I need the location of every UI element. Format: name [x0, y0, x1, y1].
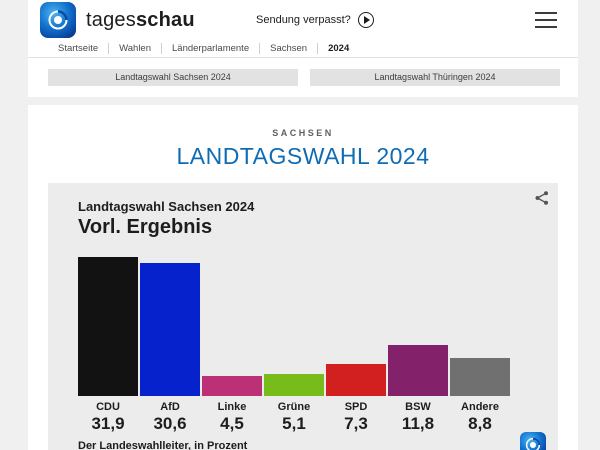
election-chart-panel: Landtagswahl Sachsen 2024 Vorl. Ergebnis… [48, 183, 558, 450]
tab-landtagswahl-sachsen[interactable]: Landtagswahl Sachsen 2024 [48, 69, 298, 86]
page-title: LANDTAGSWAHL 2024 [176, 143, 430, 169]
chart-source: Der Landeswahlleiter, in Prozent [78, 440, 248, 450]
bar-category-label: Linke [217, 401, 247, 413]
bar-Grüne[interactable] [264, 374, 324, 396]
bar-column-Andere: Andere 8,8 [450, 358, 510, 434]
breadcrumb-wahlen[interactable]: Wahlen [108, 43, 161, 54]
sendung-verpasst-link[interactable]: Sendung verpasst? [256, 0, 374, 40]
bar-value-label: 4,5 [220, 414, 244, 433]
bar-value-label: 8,8 [468, 414, 492, 433]
header: tagesschau Sendung verpasst? Startseite … [28, 0, 578, 97]
breadcrumb-2024[interactable]: 2024 [317, 43, 359, 54]
bar-column-AfD: AfD 30,6 [140, 263, 200, 434]
subnav: Landtagswahl Sachsen 2024 Landtagswahl T… [28, 58, 578, 97]
menu-icon[interactable] [535, 12, 557, 28]
share-icon[interactable] [534, 190, 550, 206]
tab-landtagswahl-thueringen[interactable]: Landtagswahl Thüringen 2024 [310, 69, 560, 86]
bar-column-Linke: Linke 4,5 [202, 376, 262, 434]
header-top-row: tagesschau Sendung verpasst? [28, 0, 578, 40]
bar-column-CDU: CDU 31,9 [78, 257, 138, 434]
breadcrumb-laenderparlamente[interactable]: Länderparlamente [161, 43, 259, 54]
bar-category-label: AfD [160, 401, 180, 413]
bar-value-label: 11,8 [401, 414, 435, 433]
chart-title: Landtagswahl Sachsen 2024 [78, 199, 255, 214]
breadcrumb: Startseite Wahlen Länderparlamente Sachs… [28, 40, 578, 58]
main-content: SACHSEN LANDTAGSWAHL 2024 Landtagswahl S… [28, 105, 578, 450]
brand-suffix: schau [135, 9, 195, 31]
breadcrumb-startseite[interactable]: Startseite [58, 43, 99, 54]
bar-category-label: CDU [96, 401, 120, 413]
bar-value-label: 5,1 [282, 414, 306, 433]
bar-Linke[interactable] [202, 376, 262, 396]
bar-category-label: SPD [344, 401, 368, 413]
section-kicker: SACHSEN [272, 128, 334, 138]
tagesschau-watermark-icon [520, 432, 546, 450]
bar-CDU[interactable] [78, 257, 138, 396]
bars: CDU 31,9 AfD 30,6 Linke 4,5 Grüne 5,1 SPD 7,3 BSW 1… [78, 257, 510, 434]
bar-column-Grüne: Grüne 5,1 [264, 374, 324, 434]
breadcrumb-sachsen[interactable]: Sachsen [259, 43, 317, 54]
brand-wordmark[interactable]: tagesschau [86, 0, 195, 40]
bar-column-SPD: SPD 7,3 [326, 364, 386, 434]
sendung-verpasst-label: Sendung verpasst? [256, 14, 351, 26]
tagesschau-logo-icon[interactable] [40, 2, 76, 38]
spacer [28, 97, 578, 105]
brand-prefix: tages [86, 9, 136, 31]
bar-AfD[interactable] [140, 263, 200, 396]
chart-subtitle: Vorl. Ergebnis [78, 216, 213, 238]
play-icon [357, 12, 374, 28]
bar-Andere[interactable] [450, 358, 510, 396]
bar-category-label: BSW [405, 401, 431, 413]
bar-value-label: 7,3 [344, 414, 368, 433]
bar-value-label: 30,6 [153, 414, 187, 433]
bar-column-BSW: BSW 11,8 [388, 345, 448, 434]
bar-SPD[interactable] [326, 364, 386, 396]
bar-BSW[interactable] [388, 345, 448, 396]
globe-icon [48, 10, 68, 30]
bar-value-label: 31,9 [91, 414, 125, 433]
page: tagesschau Sendung verpasst? Startseite … [28, 0, 578, 450]
bar-category-label: Grüne [277, 401, 311, 413]
bar-category-label: Andere [461, 401, 499, 413]
